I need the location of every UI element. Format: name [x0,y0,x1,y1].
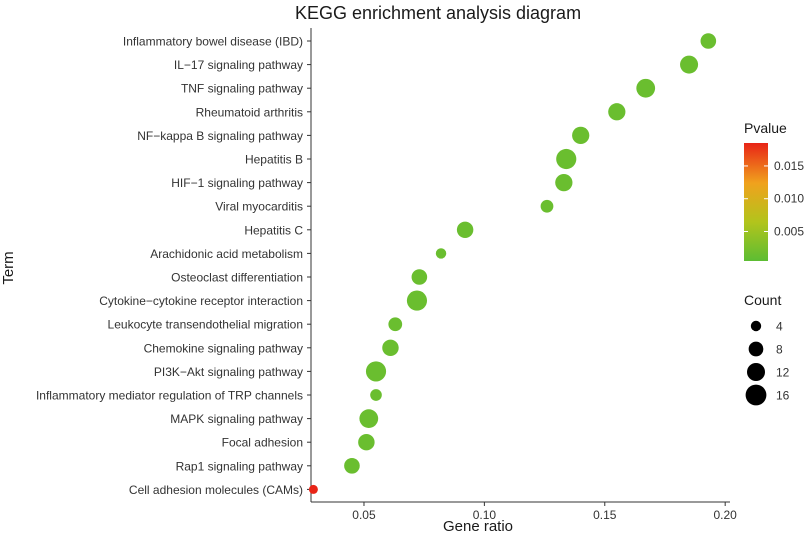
y-tick-label: Inflammatory bowel disease (IBD) [123,35,303,49]
count-legend-dot [748,341,764,357]
colorbar-tick-label: 0.005 [774,225,804,239]
y-tick-label: Cell adhesion molecules (CAMs) [129,483,303,497]
data-point [308,484,318,494]
colorbar-tick-label: 0.015 [774,159,804,173]
data-point [700,33,717,49]
x-tick-label: 0.05 [352,508,376,522]
y-tick-label: PI3K−Akt signaling pathway [154,365,303,379]
data-point [540,199,554,213]
pvalue-colorbar [744,143,768,261]
data-point [572,126,590,145]
y-tick-label: Chemokine signaling pathway [144,341,303,355]
data-point [388,317,403,332]
y-tick-label: NF−kappa B signaling pathway [137,129,303,143]
count-legend-dot [746,362,766,382]
x-tick-label: 0.20 [714,508,738,522]
y-tick-label: Rheumatoid arthritis [196,105,303,119]
y-tick-label: Inflammatory mediator regulation of TRP … [36,389,303,403]
chart-title: KEGG enrichment analysis diagram [295,3,581,23]
x-ticks: 0.05 0.10 0.15 0.20 [352,502,737,522]
data-point [382,339,399,357]
count-legend-title: Count [744,292,781,308]
data-point [435,248,447,259]
y-tick-label: Hepatitis C [244,223,303,237]
y-tick-label: Viral myocarditis [215,200,303,214]
count-legend-label: 16 [776,389,790,403]
count-legend-dot [745,384,767,406]
data-point [365,361,387,382]
y-tick-label: MAPK signaling pathway [170,412,303,426]
y-tick-label: IL−17 signaling pathway [174,58,303,72]
y-tick-label: Rap1 signaling pathway [176,459,303,473]
data-points [308,33,717,494]
y-tick-label: Leukocyte transendothelial migration [108,318,303,332]
colorbar-ticks: 0.005 0.010 0.015 [744,159,804,239]
colorbar-tick-label: 0.010 [774,192,804,206]
data-point [608,103,626,121]
x-tick-label: 0.15 [593,508,617,522]
y-tick-label: Hepatitis B [245,153,303,167]
count-legend-label: 8 [776,343,783,357]
data-point [406,290,428,311]
data-point [556,148,577,170]
y-tick-label: HIF−1 signaling pathway [171,176,303,190]
data-point [456,221,474,239]
x-axis-title: Gene ratio [443,518,513,535]
data-point [370,389,382,401]
y-tick-label: Cytokine−cytokine receptor interaction [99,294,303,308]
count-legend-label: 12 [776,366,790,380]
pvalue-legend-title: Pvalue [744,120,787,136]
plot-panel: Inflammatory bowel disease (IBD) IL−17 si… [36,28,737,522]
y-axis-title: Term [0,251,17,284]
data-point [411,269,428,285]
count-legend-label: 4 [776,320,783,334]
count-legend: Count 4 8 12 16 [744,292,790,406]
y-tick-label: Arachidonic acid metabolism [150,247,303,261]
data-point [636,78,656,98]
y-tick-label: Focal adhesion [222,436,303,450]
count-legend-keys: 4 8 12 16 [745,320,790,406]
x-tick-label: 0.10 [473,508,497,522]
data-point [359,409,379,428]
data-point [680,55,699,74]
y-tick-label: TNF signaling pathway [181,82,303,96]
data-point [555,173,573,192]
count-legend-dot [750,320,762,332]
y-tick-label: Osteoclast differentiation [171,271,303,285]
pvalue-legend: Pvalue 0.005 0.010 0.015 [744,120,804,261]
data-point [344,458,360,474]
y-tick-labels: Inflammatory bowel disease (IBD) IL−17 si… [36,35,311,497]
data-point [358,433,375,451]
